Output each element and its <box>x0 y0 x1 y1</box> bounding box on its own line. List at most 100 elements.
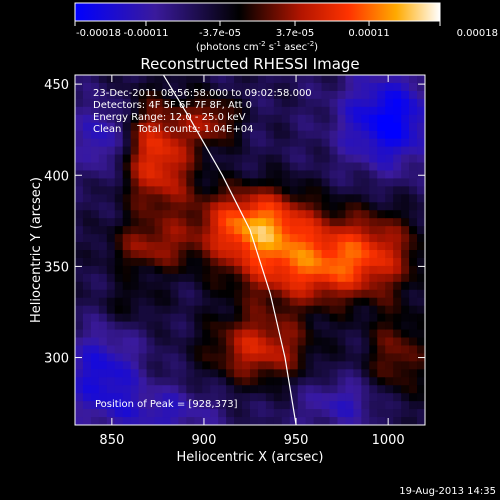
heatmap-cell <box>321 281 331 291</box>
heatmap-cell <box>369 265 378 275</box>
heatmap-cell <box>106 162 116 172</box>
heatmap-cell <box>162 234 172 243</box>
heatmap-cell <box>114 273 124 283</box>
heatmap-cell <box>194 130 203 140</box>
heatmap-cell <box>202 218 211 227</box>
heatmap-cell <box>265 154 275 164</box>
heatmap-cell <box>329 369 339 378</box>
heatmap-cell <box>154 289 164 299</box>
heatmap-cell <box>377 289 386 299</box>
heatmap-cell <box>281 90 291 100</box>
heatmap-cell <box>106 305 116 315</box>
heatmap-cell <box>409 289 418 299</box>
heatmap-cell <box>289 75 299 84</box>
heatmap-cell <box>170 361 179 370</box>
heatmap-cell <box>202 146 211 156</box>
heatmap-cell <box>130 170 140 179</box>
heatmap-cell <box>417 146 425 156</box>
heatmap-cell <box>369 75 378 84</box>
heatmap-cell <box>377 154 386 164</box>
heatmap-cell <box>146 409 156 418</box>
heatmap-cell <box>417 234 425 243</box>
heatmap-cell <box>114 369 124 378</box>
heatmap-cell <box>273 393 283 402</box>
heatmap-cell <box>98 321 108 331</box>
heatmap-cell <box>265 257 275 267</box>
heatmap-cell <box>417 289 425 299</box>
heatmap-cell <box>106 369 116 378</box>
heatmap-cell <box>106 337 116 347</box>
heatmap-cell <box>257 202 267 211</box>
heatmap-cell <box>377 257 386 267</box>
heatmap-cell <box>250 234 259 243</box>
heatmap-cell <box>417 265 425 275</box>
heatmap-cell <box>385 329 394 339</box>
heatmap-cell <box>82 75 92 84</box>
heatmap-cell <box>345 377 354 386</box>
heatmap-cell <box>114 114 124 124</box>
heatmap-cell <box>178 82 187 92</box>
heatmap-cell <box>393 361 402 370</box>
heatmap-cell <box>90 170 100 179</box>
heatmap-cell <box>218 361 227 370</box>
heatmap-cell <box>273 369 283 378</box>
heatmap-cell <box>146 385 156 394</box>
heatmap-cell <box>242 178 251 187</box>
heatmap-cell <box>250 353 259 362</box>
heatmap-cell <box>289 242 299 251</box>
heatmap-cell <box>369 305 378 315</box>
heatmap-cell <box>345 146 354 156</box>
heatmap-cell <box>281 234 291 243</box>
heatmap-cell <box>186 377 195 386</box>
heatmap-cell <box>146 154 156 164</box>
heatmap-cell <box>186 75 195 84</box>
heatmap-cell <box>281 417 291 425</box>
heatmap-cell <box>321 90 331 100</box>
heatmap-cell <box>138 202 148 211</box>
heatmap-cell <box>122 202 132 211</box>
heatmap-cell <box>305 234 315 243</box>
heatmap-cell <box>257 138 267 148</box>
heatmap-cell <box>202 202 211 211</box>
heatmap-cell <box>337 130 347 140</box>
heatmap-cell <box>90 186 100 195</box>
heatmap-image <box>75 75 425 425</box>
heatmap-cell <box>90 75 100 84</box>
heatmap-cell <box>210 162 219 172</box>
heatmap-cell <box>297 90 307 100</box>
heatmap-cell <box>242 130 251 140</box>
heatmap-cell <box>98 329 108 339</box>
heatmap-cell <box>154 170 164 179</box>
heatmap-cell <box>130 321 140 331</box>
heatmap-cell <box>218 106 227 116</box>
heatmap-cell <box>289 257 299 267</box>
heatmap-cell <box>377 218 386 227</box>
heatmap-cell <box>401 146 410 156</box>
heatmap-cell <box>170 138 179 148</box>
heatmap-cell <box>130 178 140 187</box>
heatmap-cell <box>265 90 275 100</box>
heatmap-cell <box>281 82 291 92</box>
heatmap-cell <box>409 353 418 362</box>
heatmap-cell <box>138 82 148 92</box>
heatmap-cell <box>353 194 362 203</box>
heatmap-cell <box>130 146 140 156</box>
heatmap-cell <box>122 297 132 307</box>
heatmap-cell <box>321 305 331 315</box>
heatmap-cell <box>281 337 291 347</box>
heatmap-cell <box>361 417 370 425</box>
heatmap-cell <box>345 114 354 124</box>
heatmap-cell <box>385 281 394 291</box>
heatmap-cell <box>138 75 148 84</box>
heatmap-cell <box>106 257 116 267</box>
heatmap-cell <box>146 257 156 267</box>
heatmap-cell <box>361 138 370 148</box>
heatmap-cell <box>297 75 307 84</box>
heatmap-cell <box>417 178 425 187</box>
heatmap-cell <box>146 106 156 116</box>
heatmap-cell <box>194 138 203 148</box>
heatmap-cell <box>202 242 211 251</box>
heatmap-cell <box>226 98 235 108</box>
heatmap-cell <box>305 178 315 187</box>
heatmap-cell <box>234 106 243 116</box>
